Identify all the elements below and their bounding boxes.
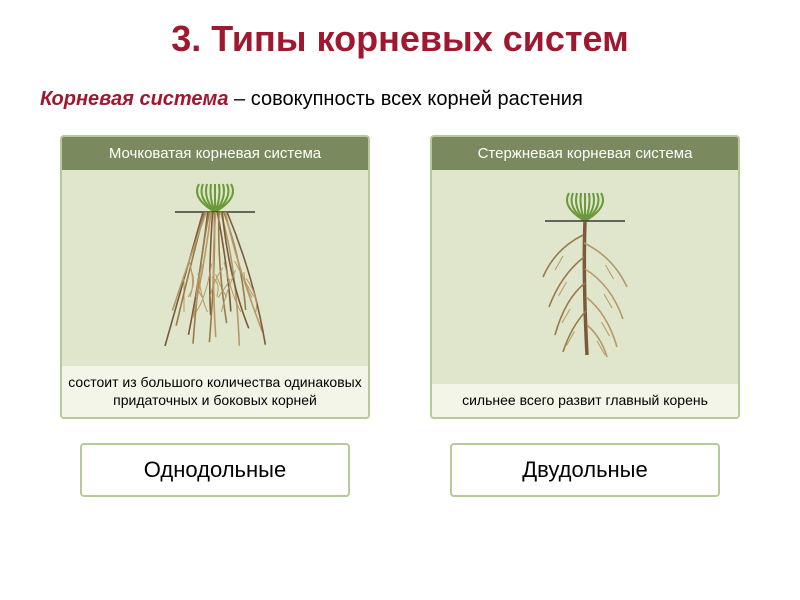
definition-separator: – [228,88,250,110]
definition-line: Корневая система – совокупность всех кор… [0,60,800,111]
main-title: 3. Типы корневых систем [0,0,800,60]
card-fibrous-footer: состоит из большого количества одинаковы… [62,366,368,417]
card-tap: Стержневая корневая система сильнее всег… [430,135,740,419]
fibrous-root-icon [135,178,295,358]
definition-term: Корневая система [40,88,228,110]
card-fibrous-header: Мочковатая корневая система [62,137,368,170]
card-fibrous: Мочковатая корневая система состоит из б… [60,135,370,419]
cards-row: Мочковатая корневая система состоит из б… [0,111,800,419]
label-monocot: Однодольные [80,443,350,497]
card-tap-image [432,170,738,384]
card-fibrous-image [62,170,368,366]
card-tap-header: Стержневая корневая система [432,137,738,170]
card-tap-footer: сильнее всего развит главный корень [432,384,738,418]
label-dicot: Двудольные [450,443,720,497]
labels-row: Однодольные Двудольные [0,419,800,497]
definition-text: совокупность всех корней растения [251,88,583,110]
tap-root-icon [505,187,665,367]
